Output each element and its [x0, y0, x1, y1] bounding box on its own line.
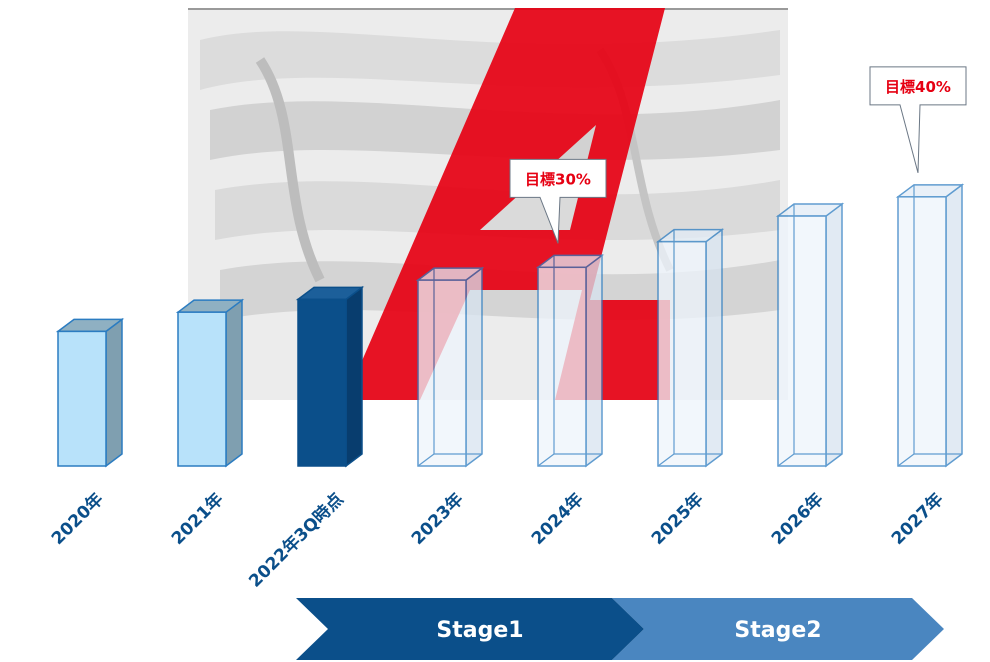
x-tick-label: 2022年3Q時点	[245, 489, 348, 592]
bar-front	[777, 215, 827, 467]
bar-front	[417, 279, 467, 467]
bar-side	[465, 266, 483, 468]
x-tick-label: 2024年	[527, 489, 587, 549]
bar-back-edge	[657, 453, 675, 467]
bar-front	[657, 240, 707, 467]
callout-label: 目標30%	[525, 170, 591, 188]
x-tick-label: 2026年	[767, 489, 827, 549]
bar-2025年	[655, 228, 725, 468]
bar-side	[945, 183, 963, 468]
bar-2021年	[175, 298, 245, 468]
bars-group	[55, 183, 965, 468]
bar-side	[585, 253, 603, 468]
bar-back-edge	[537, 453, 555, 467]
bar-side	[225, 298, 243, 468]
bar-2027年	[895, 183, 965, 468]
callouts-group: 目標30% 目標40%	[509, 66, 967, 244]
bar-back-edge	[417, 453, 435, 467]
bar-2024年	[535, 253, 605, 468]
bar-side	[825, 202, 843, 468]
bar-2026年	[775, 202, 845, 468]
bar-side	[105, 317, 123, 468]
bar-side	[345, 285, 363, 468]
stage-label: Stage2	[734, 618, 821, 643]
bar-back-edge	[897, 453, 915, 467]
x-tick-label: 2025年	[647, 489, 707, 549]
stage-arrow-Stage2: Stage2	[612, 598, 944, 660]
bar-front	[897, 196, 947, 467]
callout-2024年: 目標30%	[509, 158, 607, 244]
callout-box	[869, 66, 967, 173]
bar-2023年	[415, 266, 485, 468]
x-tick-label: 2021年	[167, 489, 227, 549]
bar-side	[705, 228, 723, 468]
x-tick-label: 2023年	[407, 489, 467, 549]
stage-arrow-Stage1: Stage1	[296, 598, 644, 660]
bar-2020年	[55, 317, 125, 468]
bar-front	[537, 266, 587, 467]
callout-box	[509, 158, 607, 244]
bar-2022年3Q時点	[295, 285, 365, 468]
stage-arrow-shape	[612, 598, 944, 660]
x-tick-labels: 2020年 2021年 2022年3Q時点 2023年 2024年 2025年 2026年 2…	[47, 489, 947, 592]
stage-arrow-shape	[296, 598, 644, 660]
bar-front	[297, 298, 347, 467]
x-tick-label: 2020年	[47, 489, 107, 549]
stage-arrows: Stage2 Stage1	[296, 598, 944, 660]
bar-front	[57, 330, 107, 467]
callout-2027年: 目標40%	[869, 66, 967, 173]
x-tick-label: 2027年	[887, 489, 947, 549]
callout-label: 目標40%	[885, 78, 951, 96]
stage-label: Stage1	[436, 618, 523, 643]
bar-front	[177, 311, 227, 467]
bar-back-edge	[777, 453, 795, 467]
